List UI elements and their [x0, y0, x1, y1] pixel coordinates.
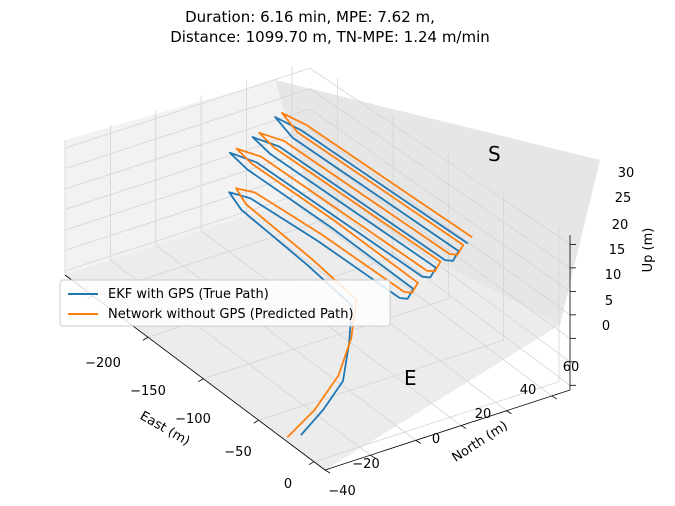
y-tick-mark [460, 425, 467, 429]
y-tick-label: −40 [328, 484, 355, 499]
x-tick-label: −50 [224, 445, 251, 460]
z-tick-label: 20 [612, 218, 629, 233]
z-tick-label: 25 [615, 191, 632, 206]
y-axis-line [324, 389, 571, 471]
back-wall-grid-line [309, 149, 571, 339]
y-tick-mark [506, 410, 512, 415]
y-tick-mark [415, 440, 421, 444]
left-wall-grid-line [64, 190, 311, 272]
legend-label-ekf: EKF with GPS (True Path) [108, 287, 269, 302]
y-tick-label: 20 [475, 407, 492, 422]
z-tick-label: 5 [605, 294, 613, 309]
floor-grid-line [258, 339, 504, 421]
legend-label-network: Network without GPS (Predicted Path) [108, 307, 354, 322]
y-tick-label: 0 [432, 432, 440, 447]
back-wall-grid-line [309, 108, 571, 292]
y-tick-mark [324, 469, 331, 474]
z-tick-label: 30 [618, 166, 635, 181]
left-wall-grid-line [64, 67, 311, 149]
chart-title-line-1: Duration: 6.16 min, MPE: 7.62 m, [185, 8, 435, 26]
series-line-network [235, 112, 473, 438]
series-line-ekf [228, 116, 469, 436]
series-layer [228, 112, 473, 438]
back-wall-grid-line [309, 129, 571, 316]
back-wall-grid-line [309, 190, 571, 386]
legend-box [59, 279, 391, 327]
x-tick-mark [253, 419, 259, 424]
x-tick-mark [308, 461, 315, 466]
back-wall-grid-line [309, 67, 571, 245]
left-wall-grid-line [64, 88, 311, 170]
floor-grid-line [203, 298, 449, 380]
z-axis-label: Up (m) [641, 228, 656, 273]
z-tick-label: 15 [609, 243, 626, 258]
y-tick-label: 40 [520, 383, 537, 398]
x-tick-mark [198, 378, 204, 383]
y-tick-label: −20 [352, 457, 379, 472]
y-tick-label: 60 [563, 360, 580, 375]
x-tick-label: 0 [284, 477, 292, 492]
start-marker-label: S [488, 142, 501, 166]
floor-grid-line [291, 200, 553, 397]
x-tick-label: −100 [175, 412, 211, 427]
y-tick-mark [370, 454, 376, 459]
left-wall-grid-line [64, 149, 311, 231]
legend: EKF with GPS (True Path) Network without… [59, 279, 391, 327]
x-tick-label: −200 [85, 356, 121, 371]
x-tick-mark [142, 336, 149, 341]
end-marker-label: E [404, 366, 417, 390]
z-tick-label: 0 [602, 319, 610, 334]
floor-grid-line [200, 230, 462, 426]
tick-marks [87, 243, 576, 474]
left-wall-grid-line [64, 108, 311, 190]
chart-title-line-2: Distance: 1099.70 m, TN-MPE: 1.24 m/min [170, 28, 490, 46]
floor-grid-line [155, 245, 416, 441]
y-axis-label: North (m) [449, 419, 510, 466]
x-tick-label: −150 [130, 384, 166, 399]
y-tick-mark [551, 395, 558, 400]
floor-grid-line [313, 381, 560, 463]
back-wall-grid-line [309, 88, 571, 269]
z-tick-label: 10 [605, 268, 622, 283]
